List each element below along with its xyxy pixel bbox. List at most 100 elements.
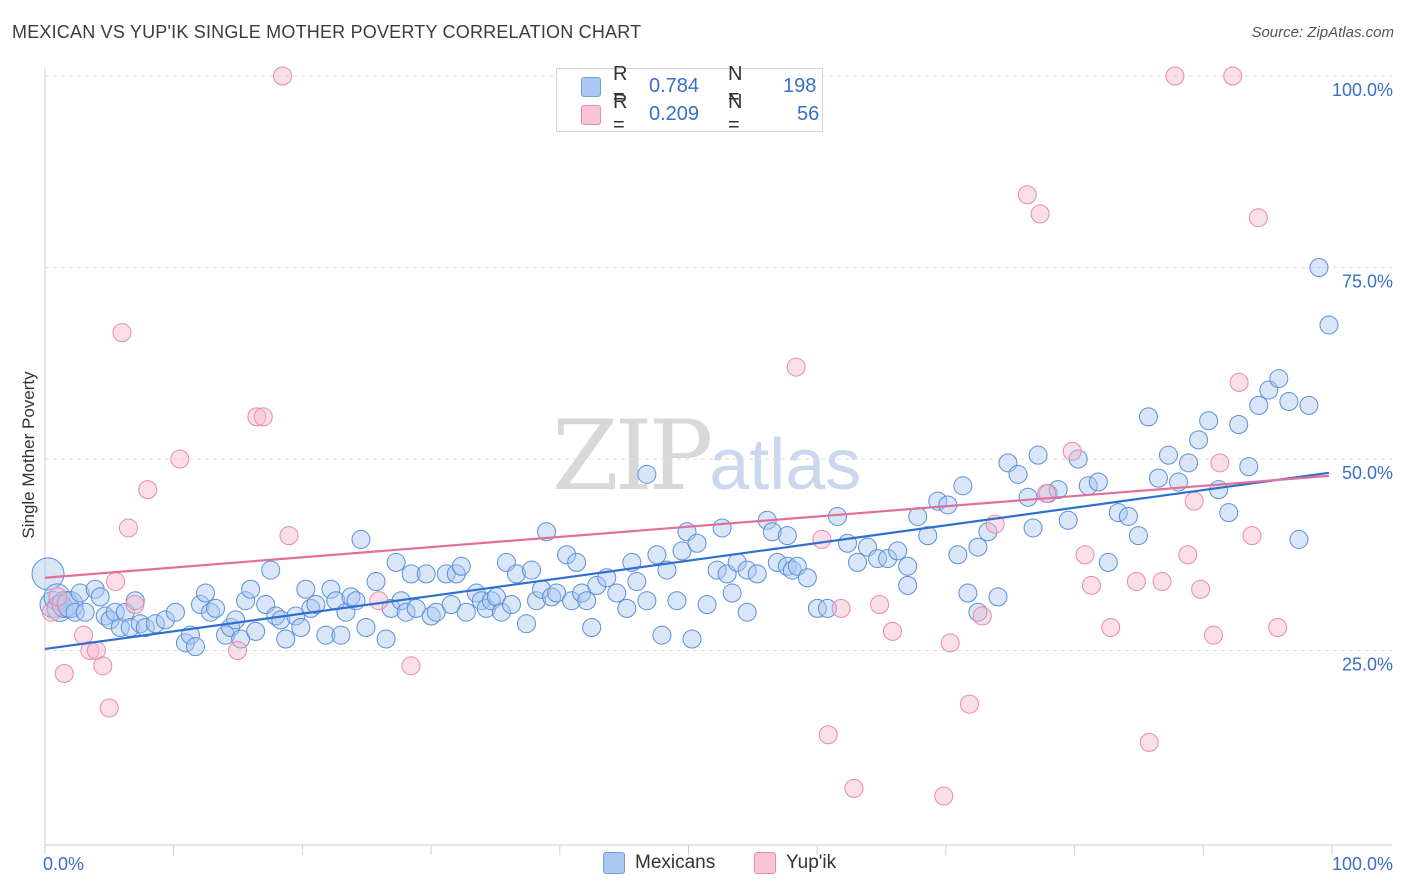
point-mexicans — [376, 629, 396, 649]
point-mexicans — [401, 564, 421, 584]
point-mexicans — [617, 598, 637, 618]
point-mexicans — [953, 476, 973, 496]
point-mexicans — [777, 526, 797, 546]
legend-n-value: 198 — [783, 74, 817, 97]
point-yupik — [253, 407, 273, 427]
point-mexicans — [95, 606, 115, 626]
trendline-mexicans — [44, 471, 1330, 651]
source-label: Source: ZipAtlas.com — [1251, 24, 1394, 41]
point-mexicans — [1279, 392, 1299, 412]
point-yupik — [1165, 66, 1185, 86]
point-yupik — [279, 526, 299, 546]
point-mexicans — [1018, 487, 1038, 507]
point-mexicans — [386, 552, 406, 572]
point-yupik — [369, 591, 389, 611]
legend-n-label: N = — [728, 91, 743, 136]
point-mexicans — [737, 560, 757, 580]
point-mexicans — [712, 518, 732, 538]
point-mexicans — [165, 602, 185, 622]
point-mexicans — [797, 568, 817, 588]
legend-r-value: 0.209 — [649, 102, 700, 125]
point-yupik — [1075, 545, 1095, 565]
point-yupik — [99, 698, 119, 718]
point-mexicans — [517, 614, 536, 634]
point-mexicans — [261, 560, 281, 580]
point-mexicans — [1179, 453, 1199, 473]
point-mexicans — [65, 602, 85, 622]
legend-swatch-mexicans — [581, 77, 601, 97]
point-yupik — [118, 518, 138, 538]
x-tick-label: 0.0% — [43, 854, 84, 874]
point-yupik — [1248, 208, 1268, 228]
point-mexicans — [366, 572, 386, 592]
point-yupik — [1210, 453, 1230, 473]
point-mexicans — [542, 587, 562, 607]
point-mexicans — [351, 529, 371, 549]
trendline-yupik — [44, 474, 1330, 579]
point-mexicans — [155, 610, 175, 630]
point-yupik — [818, 725, 838, 745]
point-mexicans — [1138, 407, 1158, 427]
point-yupik — [1126, 572, 1146, 592]
point-yupik — [812, 529, 832, 549]
point-mexicans — [276, 629, 296, 649]
point-yupik — [401, 656, 421, 676]
point-yupik — [831, 598, 851, 618]
point-mexicans — [306, 595, 326, 615]
point-yupik — [1081, 575, 1101, 595]
point-mexicans — [1159, 445, 1178, 465]
point-mexicans — [737, 602, 757, 622]
point-mexicans — [868, 549, 888, 569]
point-yupik — [106, 572, 126, 592]
point-mexicans — [296, 579, 316, 599]
point-mexicans — [657, 560, 677, 580]
point-yupik — [882, 621, 902, 641]
point-mexicans — [331, 625, 351, 645]
legend-r-value: 0.784 — [649, 74, 700, 97]
point-mexicans — [557, 545, 577, 565]
point-mexicans — [707, 560, 727, 580]
point-yupik — [1178, 545, 1198, 565]
point-mexicans — [421, 606, 441, 626]
bottom-legend-swatch-mexicans — [603, 852, 625, 874]
point-mexicans — [687, 533, 707, 553]
point-mexicans — [1269, 369, 1289, 389]
point-mexicans — [1199, 411, 1219, 431]
point-mexicans — [456, 602, 476, 622]
point-mexicans — [426, 602, 446, 622]
point-mexicans — [627, 572, 647, 592]
point-mexicans — [988, 587, 1008, 607]
point-mexicans — [1289, 529, 1309, 549]
point-mexicans — [501, 595, 521, 615]
point-mexicans — [562, 591, 582, 611]
point-yupik — [1203, 625, 1223, 645]
point-mexicans — [697, 595, 717, 615]
point-mexicans — [888, 541, 908, 561]
point-mexicans — [110, 618, 130, 638]
point-mexicans — [587, 575, 607, 595]
point-mexicans — [582, 618, 602, 638]
point-mexicans — [1108, 503, 1128, 523]
point-mexicans — [1068, 449, 1088, 469]
chart-title: MEXICAN VS YUP'IK SINGLE MOTHER POVERTY … — [12, 22, 642, 42]
point-mexicans — [190, 595, 210, 615]
point-mexicans — [667, 591, 687, 611]
point-mexicans — [130, 614, 150, 634]
point-mexicans — [196, 583, 215, 603]
point-mexicans — [90, 587, 110, 607]
point-mexicans — [416, 564, 436, 584]
point-yupik — [844, 778, 864, 798]
point-mexicans — [522, 560, 542, 580]
bottom-legend-label-mexicans: Mexicans — [635, 852, 716, 873]
point-mexicans — [506, 564, 526, 584]
point-mexicans — [1128, 526, 1148, 546]
point-mexicans — [527, 591, 547, 611]
point-yupik — [1101, 618, 1121, 638]
point-yupik — [1242, 526, 1262, 546]
point-yupik — [228, 641, 248, 660]
point-yupik — [247, 407, 267, 427]
watermark: ZIPatlas — [552, 400, 861, 512]
point-mexicans — [577, 591, 597, 611]
point-yupik — [1139, 732, 1159, 752]
